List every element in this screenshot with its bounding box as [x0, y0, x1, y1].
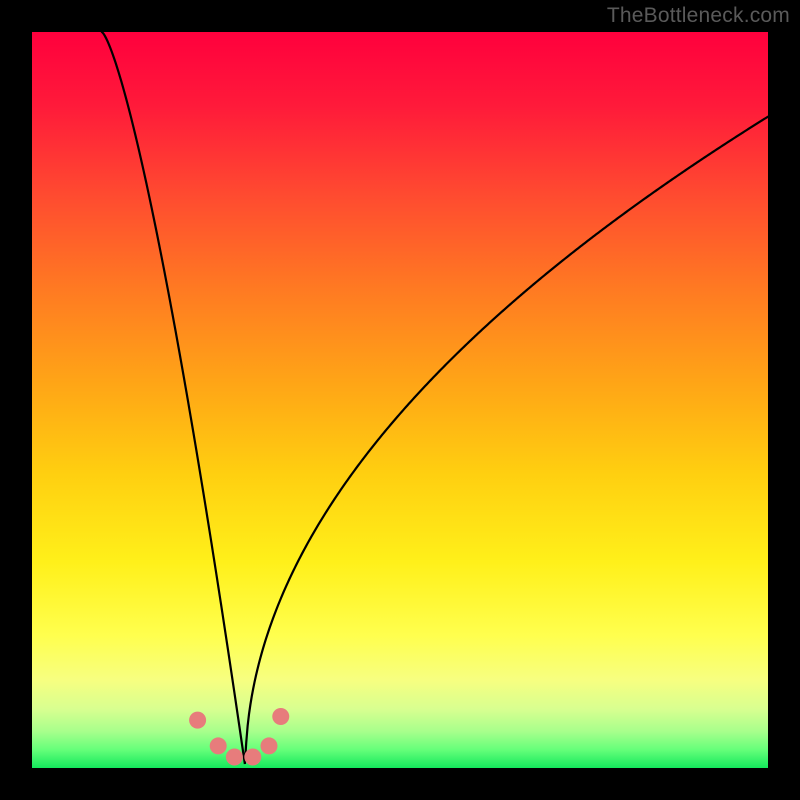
curve-marker	[260, 737, 277, 754]
curve-marker	[210, 737, 227, 754]
curve-marker	[272, 708, 289, 725]
plot-area	[32, 32, 768, 768]
bottleneck-chart	[0, 0, 800, 800]
watermark-text: TheBottleneck.com	[607, 4, 790, 28]
curve-marker	[244, 748, 261, 765]
curve-marker	[226, 748, 243, 765]
curve-marker	[189, 712, 206, 729]
